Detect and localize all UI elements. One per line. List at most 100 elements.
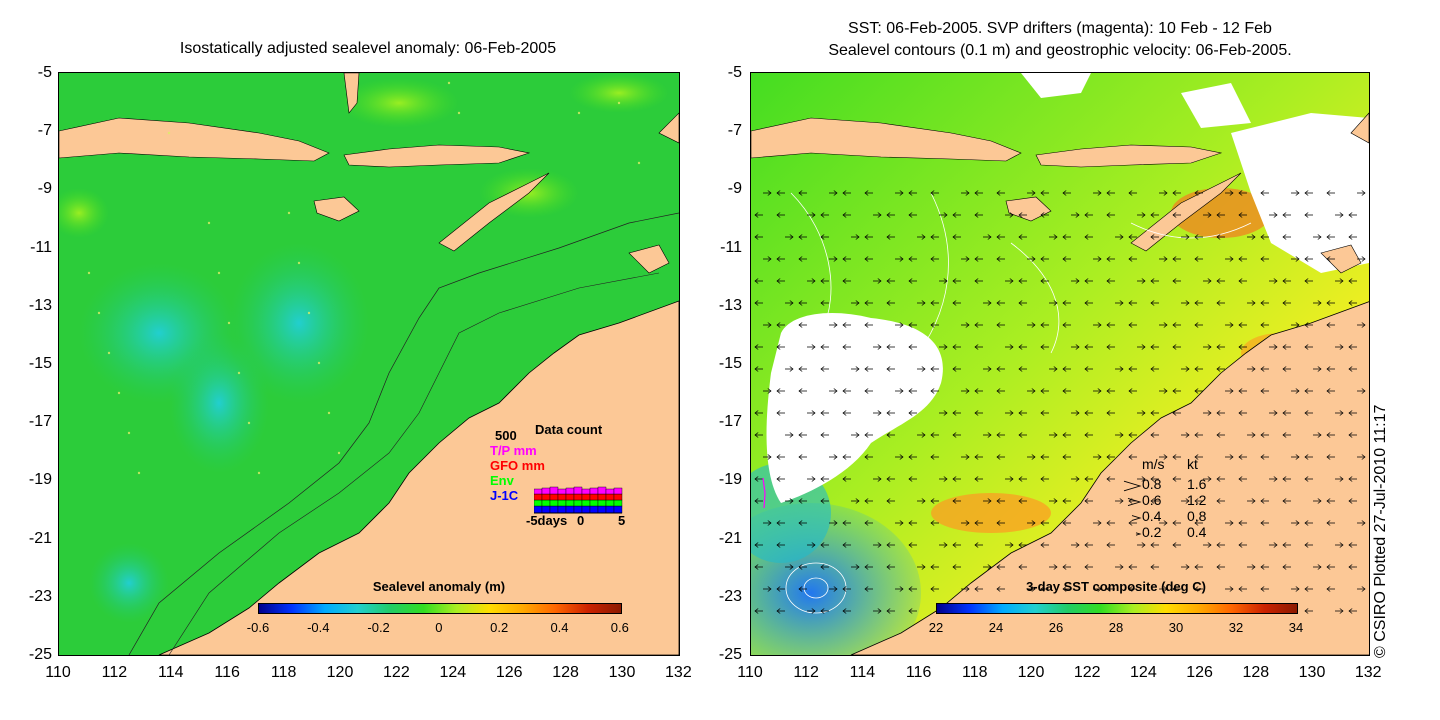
inset-bar-segment bbox=[605, 493, 615, 501]
left-map-panel bbox=[58, 72, 680, 656]
speed-legend-kt: 1.2 bbox=[1187, 492, 1207, 508]
inset-bar-segment bbox=[541, 487, 551, 495]
credit-text: © CSIRO Plotted 27-Jul-2010 11:17 bbox=[1372, 404, 1389, 658]
right-map-panel bbox=[750, 72, 1370, 656]
small-island bbox=[628, 244, 670, 274]
left-map-title: Isostatically adjusted sealevel anomaly:… bbox=[179, 40, 557, 57]
cloud-mask-north2 bbox=[1181, 83, 1251, 128]
left-x-tick-label: 118 bbox=[270, 664, 297, 681]
left-x-tick-label: 124 bbox=[439, 664, 467, 681]
inset-bar-segment bbox=[581, 505, 591, 514]
right-x-tick-label: 122 bbox=[1073, 664, 1101, 681]
inset-bar-segment bbox=[549, 499, 559, 507]
right-y-tick-label: -19 bbox=[718, 471, 742, 489]
inset-bar-segment bbox=[534, 488, 543, 495]
inset-bar-segment bbox=[541, 493, 551, 501]
left-x-tick-label: 132 bbox=[665, 664, 692, 681]
inset-bar-segment bbox=[581, 499, 591, 507]
right-y-tick-label: -15 bbox=[718, 355, 742, 372]
right-colorbar bbox=[936, 603, 1298, 614]
inset-bar-segment bbox=[581, 493, 591, 501]
right-colorbar-tick: 24 bbox=[988, 620, 1004, 635]
speed-legend-header-ms: m/s bbox=[1142, 456, 1165, 472]
speed-legend-kt: 0.4 bbox=[1187, 524, 1207, 540]
right-y-tick-label: -9 bbox=[727, 180, 742, 198]
right-x-tick-label: 128 bbox=[1242, 664, 1270, 681]
left-y-tick-label: -21 bbox=[28, 529, 52, 547]
right-colorbar-tick: 22 bbox=[928, 620, 944, 635]
speed-legend-header-kt: kt bbox=[1187, 456, 1198, 472]
inset-bar-segment bbox=[573, 486, 583, 495]
inset-bar-segment bbox=[565, 493, 575, 501]
right-y-tick-label: -25 bbox=[718, 646, 742, 663]
left-x-tick-label: 122 bbox=[383, 664, 410, 681]
cloud-mask-north bbox=[1021, 73, 1091, 98]
speed-arrow-icon bbox=[1127, 497, 1142, 507]
right-colorbar-tick: 32 bbox=[1228, 620, 1244, 635]
left-x-tick-label: 130 bbox=[608, 664, 636, 681]
left-colorbar-tick: 0.6 bbox=[610, 620, 629, 635]
left-y-tick-label: -7 bbox=[37, 122, 52, 140]
left-x-tick-label: 128 bbox=[552, 664, 579, 681]
australia-land bbox=[158, 300, 679, 655]
right-y-tick-label: -23 bbox=[718, 587, 742, 605]
right-x-tick-label: 124 bbox=[1130, 664, 1157, 681]
left-colorbar-tick: -0.2 bbox=[367, 620, 390, 635]
inset-bar-segment bbox=[597, 499, 607, 507]
right-y-tick-label: -21 bbox=[718, 529, 742, 547]
cloud-mask-northeast bbox=[1231, 113, 1369, 273]
right-colorbar-tick: 30 bbox=[1168, 620, 1184, 635]
sealevel-anomaly-map bbox=[59, 73, 679, 655]
inset-bar-segment bbox=[549, 505, 559, 514]
speed-legend-ms: 0.6 bbox=[1142, 492, 1162, 508]
inset-xlabel-right: 5 bbox=[618, 513, 626, 528]
right-y-tick-label: -13 bbox=[718, 296, 742, 314]
inset-bar-segment bbox=[613, 487, 623, 495]
speed-arrow-icon bbox=[1123, 480, 1142, 492]
left-y-tick-label: -11 bbox=[30, 238, 52, 256]
right-colorbar-tick: 28 bbox=[1108, 620, 1124, 635]
left-x-tick-label: 126 bbox=[495, 664, 523, 681]
right-x-tick-label: 118 bbox=[962, 664, 988, 681]
right-colorbar-title: 3-day SST composite (deg C) bbox=[1026, 579, 1206, 594]
inset-xlabel-mid: 0 bbox=[577, 513, 585, 528]
inset-bar-segment bbox=[534, 499, 543, 507]
inset-bar-segment bbox=[605, 488, 615, 495]
right-x-tick-label: 132 bbox=[1354, 664, 1382, 681]
left-colorbar-tick: 0.2 bbox=[490, 620, 509, 635]
left-y-tick-label: -5 bbox=[37, 64, 52, 81]
right-colorbar-tick: 34 bbox=[1288, 620, 1304, 635]
cloud-mask-large bbox=[766, 313, 943, 503]
speed-arrow-icon bbox=[1131, 515, 1142, 521]
inset-bar-segment bbox=[565, 487, 575, 495]
inset-bar-segment bbox=[573, 499, 583, 507]
inset-bar-segment bbox=[589, 487, 599, 495]
inset-bar-segment bbox=[549, 486, 559, 495]
left-x-tick-label: 116 bbox=[214, 664, 240, 681]
right-map-title-line1: SST: 06-Feb-2005. SVP drifters (magenta)… bbox=[848, 20, 1272, 37]
left-colorbar-tick: 0 bbox=[435, 620, 443, 635]
right-colorbar-tick: 26 bbox=[1048, 620, 1064, 635]
lesser-sunda-islands bbox=[343, 144, 531, 168]
inset-bar-segment bbox=[613, 505, 623, 514]
inset-xlabel-left: -5days bbox=[526, 513, 568, 528]
inset-bar-segment bbox=[597, 493, 607, 501]
left-x-tick-label: 110 bbox=[45, 664, 71, 681]
right-y-tick-label: -17 bbox=[718, 413, 742, 431]
java-island bbox=[59, 117, 330, 162]
right-y-tick-label: -5 bbox=[727, 64, 742, 81]
inset-bar-segment bbox=[549, 493, 559, 501]
right-x-tick-label: 126 bbox=[1186, 664, 1213, 681]
inset-bar-segment bbox=[557, 505, 567, 514]
left-y-tick-label: -13 bbox=[28, 296, 52, 314]
inset-bar-segment bbox=[589, 505, 599, 514]
inset-bar-segment bbox=[557, 488, 567, 495]
inset-bar-segment bbox=[605, 499, 615, 507]
inset-bar-segment bbox=[589, 493, 599, 501]
left-colorbar-tick: -0.4 bbox=[307, 620, 330, 635]
sst-map bbox=[751, 73, 1369, 655]
north-island bbox=[343, 73, 360, 114]
left-y-tick-label: -25 bbox=[28, 646, 52, 663]
inset-series-gfo: GFO mm bbox=[490, 458, 545, 473]
speed-legend-ms: 0.8 bbox=[1142, 476, 1162, 492]
